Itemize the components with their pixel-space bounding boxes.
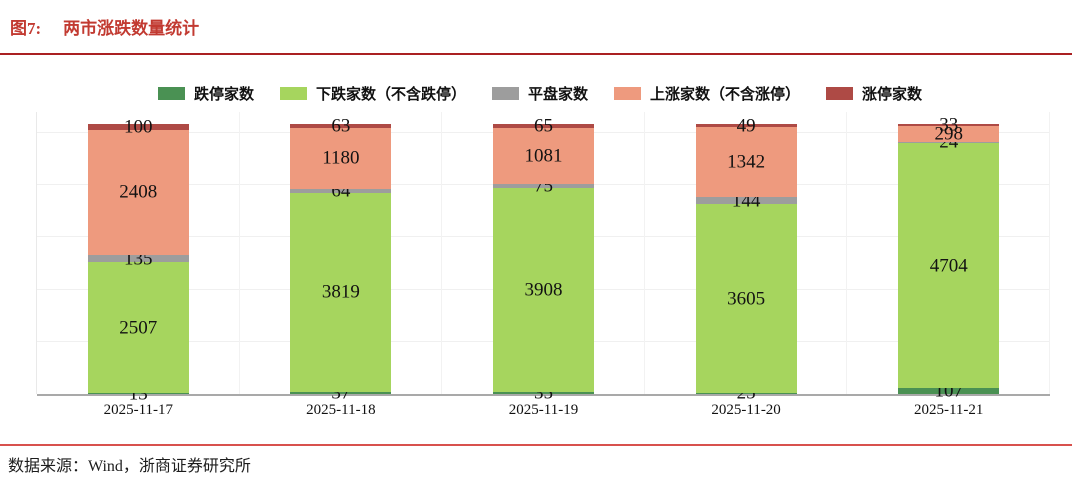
figure-title-text: 两市涨跌数量统计 [63, 19, 200, 38]
bar-segment-2025-11-21-series4 [898, 124, 1000, 126]
bar-segment-2025-11-17-series2 [87, 255, 189, 263]
legend-item-4: 涨停家数 [826, 83, 922, 104]
value-label-2025-11-18-series3: 1180 [322, 147, 360, 169]
bar-segment-2025-11-19-series1 [493, 188, 594, 393]
legend-label: 平盘家数 [527, 86, 588, 103]
bar-segment-2025-11-18-series4 [290, 124, 392, 128]
bar-segment-2025-11-19-series3 [493, 127, 594, 185]
legend-swatch-icon [614, 86, 641, 100]
legend-item-1: 下跌家数（不含跌停） [279, 83, 466, 104]
value-label-2025-11-18-series4: 63 [331, 115, 351, 137]
bar-segment-2025-11-17-series1 [87, 262, 189, 394]
value-label-2025-11-21-series4: 33 [939, 114, 959, 136]
value-label-2025-11-20-series1: 3605 [727, 288, 766, 310]
value-label-2025-11-20-series3: 1342 [727, 151, 766, 173]
bar-segment-2025-11-19-series2 [493, 184, 594, 189]
value-label-2025-11-18-series1: 3819 [321, 281, 360, 303]
legend-swatch-icon [279, 86, 307, 100]
gridline-vertical-5 [1049, 112, 1050, 394]
bar-segment-2025-11-20-series0 [695, 392, 797, 394]
legend-swatch-icon [491, 86, 519, 100]
bar-segment-2025-11-20-series1 [695, 204, 797, 393]
x-axis-line [37, 394, 1050, 396]
gridline-vertical-3 [643, 112, 645, 394]
value-label-2025-11-17-series4: 100 [124, 116, 153, 138]
bar-segment-2025-11-21-series2 [898, 141, 1000, 143]
header-divider-line [0, 53, 1072, 55]
gridline-vertical-1 [238, 112, 240, 394]
value-label-2025-11-19-series4: 65 [534, 115, 553, 137]
value-label-2025-11-21-series3: 298 [934, 123, 963, 145]
x-axis-label-2025-11-21: 2025-11-21 [913, 402, 984, 418]
bar-segment-2025-11-19-series4 [493, 124, 594, 128]
data-source-note: 数据来源：Wind，浙商证券研究所 [8, 458, 251, 475]
value-label-2025-11-19-series1: 3908 [524, 279, 563, 301]
bar-segment-2025-11-21-series3 [898, 125, 1000, 142]
bar-segment-2025-11-18-series0 [290, 392, 392, 394]
bar-segment-2025-11-17-series3 [87, 129, 189, 256]
gridline-vertical-2 [441, 112, 443, 394]
value-label-2025-11-17-series1: 2507 [119, 317, 158, 339]
value-label-2025-11-21-series1: 4704 [929, 255, 968, 277]
bar-segment-2025-11-21-series0 [898, 388, 1000, 394]
legend-item-3: 上涨家数（不含涨停） [614, 83, 800, 104]
bar-segment-2025-11-17-series4 [87, 124, 189, 130]
legend-label: 跌停家数 [193, 86, 254, 103]
bar-segment-2025-11-17-series0 [87, 393, 189, 394]
bar-segment-2025-11-20-series3 [695, 126, 797, 197]
chart-plot-area: 13 2507 135 2408 100 2025-11-17 37 3819 64 1180 63… [36, 112, 1050, 418]
chart-legend: 跌停家数 下跌家数（不含跌停） 平盘家数 上涨家数（不含涨停） 涨停家数 [0, 83, 1080, 103]
x-axis-label-2025-11-17: 2025-11-17 [103, 402, 174, 418]
gridline-vertical-4 [846, 112, 848, 394]
value-label-2025-11-17-series3: 2408 [119, 181, 158, 203]
legend-label: 涨停家数 [862, 86, 923, 103]
x-axis-label-2025-11-19: 2025-11-19 [508, 402, 579, 418]
bar-segment-2025-11-18-series3 [290, 127, 392, 190]
legend-label: 下跌家数（不含跌停） [315, 86, 466, 103]
value-label-2025-11-19-series3: 1081 [524, 145, 563, 167]
legend-swatch-icon [157, 86, 185, 100]
legend-item-2: 平盘家数 [491, 83, 588, 104]
value-label-2025-11-20-series4: 49 [736, 115, 756, 137]
legend-label: 上涨家数（不含涨停） [650, 86, 801, 103]
x-axis-label-2025-11-18: 2025-11-18 [306, 402, 376, 418]
footer-divider-line [0, 444, 1072, 446]
bar-segment-2025-11-20-series4 [695, 124, 797, 127]
figure-label: 图7: [10, 19, 42, 38]
bar-segment-2025-11-20-series2 [695, 196, 797, 205]
bar-segment-2025-11-18-series1 [290, 192, 392, 393]
bar-segment-2025-11-19-series0 [493, 392, 594, 394]
legend-item-0: 跌停家数 [157, 83, 254, 104]
bar-segment-2025-11-21-series1 [898, 142, 1000, 389]
figure-title: 图7: 两市涨跌数量统计 [10, 14, 199, 39]
legend-swatch-icon [826, 86, 854, 100]
bar-segment-2025-11-18-series2 [290, 189, 392, 193]
x-axis-label-2025-11-20: 2025-11-20 [711, 402, 781, 418]
